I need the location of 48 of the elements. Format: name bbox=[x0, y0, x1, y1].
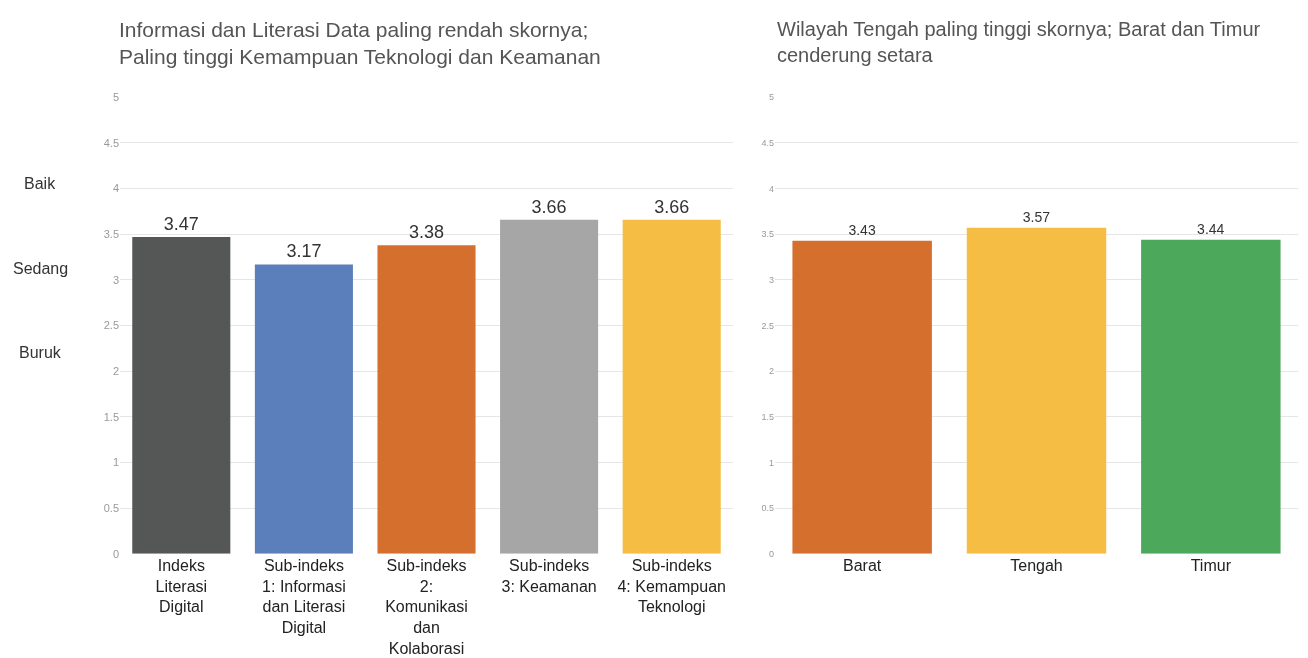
x-tick-label: Sub-indeks 4: Kemampuan Teknologi bbox=[617, 556, 726, 616]
y-tick-label: 2 bbox=[112, 365, 119, 378]
x-tick-label: Sub-indeks 1: Informasi dan Literasi Digital bbox=[262, 556, 346, 637]
data-label: 3.66 bbox=[531, 196, 567, 217]
x-tick-label: Barat bbox=[843, 556, 882, 574]
y-tick-label: 3.5 bbox=[103, 228, 119, 241]
y-tick-label: 4 bbox=[768, 183, 774, 194]
y-tick-label: 3 bbox=[768, 275, 774, 286]
y-tick-label: 2.5 bbox=[761, 320, 774, 331]
y-tick-label: 3 bbox=[112, 273, 119, 286]
chart-title: Wilayah Tengah paling tinggi skornya; Barat dan Timur cenderung setara bbox=[777, 18, 1261, 66]
y-tick-label: 4.5 bbox=[761, 138, 774, 149]
data-label: 3.44 bbox=[1197, 220, 1225, 237]
bar bbox=[622, 219, 721, 554]
data-label: 3.66 bbox=[654, 196, 690, 217]
y-tick-label: 1.5 bbox=[761, 412, 774, 423]
y-tick-label: 1 bbox=[112, 456, 119, 469]
x-tick-label: Tengah bbox=[1010, 556, 1063, 574]
x-tick-label: Indeks Literasi Digital bbox=[155, 556, 208, 616]
y-tick-label: 2.5 bbox=[103, 319, 119, 332]
data-label: 3.47 bbox=[163, 214, 199, 234]
text: Buruk bbox=[19, 344, 62, 361]
x-tick-label: Sub-indeks 3: Keamanan bbox=[501, 556, 597, 595]
bar bbox=[500, 219, 599, 554]
text: Baik bbox=[24, 175, 57, 192]
y-tick-label: 5 bbox=[768, 92, 774, 103]
y-tick-label: 4 bbox=[112, 182, 119, 195]
x-tick-label: Sub-indeks 2: Komunikasi dan Kolaborasi bbox=[385, 556, 468, 658]
chart-title: Informasi dan Literasi Data paling rendah skornya; Paling tinggi Kemampuan Teknologi dan Keamanan bbox=[119, 18, 601, 69]
y-tick-label: 5 bbox=[112, 91, 119, 104]
y-tick-label: 1 bbox=[768, 457, 774, 468]
text: Sedang bbox=[13, 260, 69, 277]
y-tick-label: 1.5 bbox=[103, 410, 119, 423]
y-tick-label: 3.5 bbox=[761, 229, 774, 240]
data-label: 3.57 bbox=[1022, 208, 1051, 225]
y-tick-label: 0.5 bbox=[761, 503, 774, 514]
y-tick-label: 0 bbox=[112, 547, 119, 560]
y-tick-label: 2 bbox=[768, 366, 774, 377]
x-tick-label: Timur bbox=[1190, 556, 1232, 574]
bar bbox=[254, 264, 353, 554]
bar bbox=[132, 237, 231, 554]
y-tick-label: 0 bbox=[768, 548, 774, 559]
data-label: 3.17 bbox=[286, 241, 322, 262]
y-tick-label: 4.5 bbox=[103, 136, 119, 149]
y-tick-label: 0.5 bbox=[103, 502, 119, 515]
bar bbox=[377, 245, 476, 554]
data-label: 3.38 bbox=[408, 222, 445, 243]
data-label: 3.43 bbox=[848, 221, 876, 238]
